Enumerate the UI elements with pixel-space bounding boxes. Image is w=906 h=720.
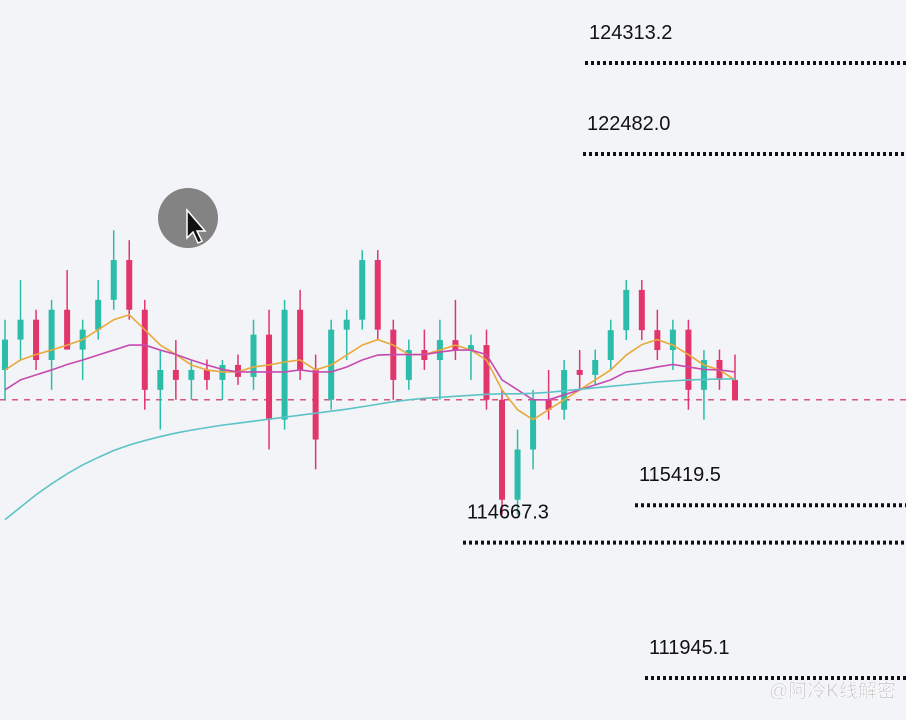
candle-body (281, 309, 288, 420)
candle-body (545, 399, 552, 410)
candle-body (250, 334, 257, 377)
candle-body (374, 260, 381, 330)
candle-body (700, 360, 707, 390)
level-label: 114667.3 (467, 502, 549, 524)
candle-body (561, 369, 568, 410)
candle-body (64, 309, 71, 350)
candle-body (266, 334, 273, 420)
candle-body (234, 364, 241, 377)
candle-body (157, 369, 164, 390)
level-label: 115419.5 (639, 464, 721, 486)
candle-body (17, 319, 24, 340)
candle-body (685, 329, 692, 390)
moving-average-line (4, 313, 736, 421)
level-label: 124313.2 (589, 22, 672, 44)
candle-body (203, 369, 210, 380)
candle-body (405, 350, 412, 380)
candle-body (592, 360, 599, 375)
candle-body (172, 369, 179, 380)
moving-average-line (4, 344, 736, 401)
candle-body (297, 309, 304, 370)
candle-body (607, 330, 614, 360)
watermark: @阿冷K线解密 (769, 680, 896, 702)
candle-body (638, 289, 645, 331)
level-label: 122482.0 (587, 113, 670, 135)
level-label: 111945.1 (649, 637, 729, 659)
candle-body (576, 369, 583, 375)
candle-body (514, 449, 521, 500)
candle-body (48, 309, 55, 360)
candle-body (95, 299, 102, 330)
candle-body (141, 309, 148, 390)
candle-body (623, 289, 630, 331)
candle-body (312, 369, 319, 440)
candle-body (483, 345, 490, 400)
moving-average-line (4, 378, 735, 521)
candle-body (669, 329, 676, 351)
candle-body (530, 399, 537, 450)
candle-body (732, 379, 738, 400)
candle-body (2, 339, 8, 370)
candle-body (359, 260, 366, 320)
candle-body (188, 369, 195, 380)
candle-body (110, 260, 117, 300)
candle-body (343, 319, 350, 330)
candle-body (467, 345, 474, 351)
cursor (158, 188, 218, 248)
candle-body (33, 319, 40, 360)
candle-body (126, 260, 133, 310)
candle-body (499, 399, 506, 500)
